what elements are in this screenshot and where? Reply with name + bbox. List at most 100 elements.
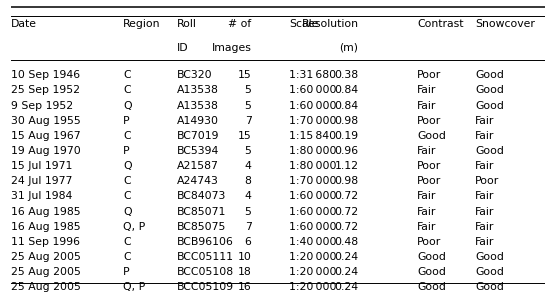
Text: Snowcover: Snowcover — [475, 19, 535, 29]
Text: P: P — [123, 116, 130, 126]
Text: 0.38: 0.38 — [334, 70, 358, 80]
Text: 5: 5 — [245, 146, 251, 156]
Text: Fair: Fair — [475, 192, 494, 201]
Text: Good: Good — [475, 252, 504, 262]
Text: 0.48: 0.48 — [334, 237, 358, 247]
Text: Fair: Fair — [475, 131, 494, 141]
Text: Fair: Fair — [475, 116, 494, 126]
Text: 1:15 840: 1:15 840 — [289, 131, 336, 141]
Text: 1:70 000: 1:70 000 — [289, 176, 337, 186]
Text: Resolution: Resolution — [301, 19, 358, 29]
Text: 31 Jul 1984: 31 Jul 1984 — [11, 192, 72, 201]
Text: A13538: A13538 — [177, 85, 219, 95]
Text: C: C — [123, 70, 131, 80]
Text: 25 Aug 2005: 25 Aug 2005 — [11, 252, 81, 262]
Text: BCC05111: BCC05111 — [177, 252, 234, 262]
Text: 0.84: 0.84 — [334, 100, 358, 110]
Text: # of: # of — [228, 19, 251, 29]
Text: Good: Good — [475, 70, 504, 80]
Text: 0.98: 0.98 — [334, 116, 358, 126]
Text: 1:60 000: 1:60 000 — [289, 85, 337, 95]
Text: Fair: Fair — [475, 207, 494, 217]
Text: BCB96106: BCB96106 — [177, 237, 234, 247]
Text: 1:70 000: 1:70 000 — [289, 116, 337, 126]
Text: Good: Good — [417, 282, 446, 292]
Text: Fair: Fair — [475, 161, 494, 171]
Text: 8: 8 — [245, 176, 251, 186]
Text: Poor: Poor — [417, 176, 441, 186]
Text: 24 Jul 1977: 24 Jul 1977 — [11, 176, 72, 186]
Text: ID: ID — [177, 43, 188, 53]
Text: 19 Aug 1970: 19 Aug 1970 — [11, 146, 81, 156]
Text: 1:60 000: 1:60 000 — [289, 192, 337, 201]
Text: BC85075: BC85075 — [177, 222, 226, 232]
Text: 25 Aug 2005: 25 Aug 2005 — [11, 267, 81, 277]
Text: 0.98: 0.98 — [334, 176, 358, 186]
Text: BC85071: BC85071 — [177, 207, 226, 217]
Text: 10 Sep 1946: 10 Sep 1946 — [11, 70, 80, 80]
Text: 1:20 000: 1:20 000 — [289, 252, 337, 262]
Text: Fair: Fair — [417, 85, 436, 95]
Text: Fair: Fair — [417, 192, 436, 201]
Text: Fair: Fair — [417, 207, 436, 217]
Text: C: C — [123, 85, 131, 95]
Text: 0.72: 0.72 — [334, 207, 358, 217]
Text: 7: 7 — [245, 116, 251, 126]
Text: Good: Good — [475, 146, 504, 156]
Text: (m): (m) — [339, 43, 358, 53]
Text: 5: 5 — [245, 100, 251, 110]
Text: P: P — [123, 146, 130, 156]
Text: 5: 5 — [245, 85, 251, 95]
Text: Good: Good — [417, 267, 446, 277]
Text: C: C — [123, 192, 131, 201]
Text: Poor: Poor — [417, 116, 441, 126]
Text: C: C — [123, 176, 131, 186]
Text: Q, P: Q, P — [123, 282, 145, 292]
Text: Good: Good — [475, 85, 504, 95]
Text: 16 Aug 1985: 16 Aug 1985 — [11, 222, 80, 232]
Text: 1:80 000: 1:80 000 — [289, 146, 337, 156]
Text: A14930: A14930 — [177, 116, 219, 126]
Text: Good: Good — [475, 100, 504, 110]
Text: Fair: Fair — [417, 146, 436, 156]
Text: 1:31 680: 1:31 680 — [289, 70, 336, 80]
Text: BCC05108: BCC05108 — [177, 267, 234, 277]
Text: Scale: Scale — [289, 19, 318, 29]
Text: Roll: Roll — [177, 19, 197, 29]
Text: 0.24: 0.24 — [334, 267, 358, 277]
Text: 1:60 000: 1:60 000 — [289, 222, 337, 232]
Text: 16: 16 — [238, 282, 251, 292]
Text: Fair: Fair — [417, 100, 436, 110]
Text: A13538: A13538 — [177, 100, 219, 110]
Text: Q, P: Q, P — [123, 222, 145, 232]
Text: BC320: BC320 — [177, 70, 212, 80]
Text: C: C — [123, 131, 131, 141]
Text: Region: Region — [123, 19, 161, 29]
Text: 1:60 000: 1:60 000 — [289, 100, 337, 110]
Text: 30 Aug 1955: 30 Aug 1955 — [11, 116, 81, 126]
Text: 25 Aug 2005: 25 Aug 2005 — [11, 282, 81, 292]
Text: 16 Aug 1985: 16 Aug 1985 — [11, 207, 80, 217]
Text: Fair: Fair — [475, 237, 494, 247]
Text: Poor: Poor — [417, 70, 441, 80]
Text: Q: Q — [123, 100, 132, 110]
Text: 15 Aug 1967: 15 Aug 1967 — [11, 131, 80, 141]
Text: BC7019: BC7019 — [177, 131, 219, 141]
Text: BC84073: BC84073 — [177, 192, 226, 201]
Text: Q: Q — [123, 207, 132, 217]
Text: Fair: Fair — [417, 222, 436, 232]
Text: 7: 7 — [245, 222, 251, 232]
Text: Poor: Poor — [417, 237, 441, 247]
Text: 1:20 000: 1:20 000 — [289, 282, 337, 292]
Text: P: P — [123, 267, 130, 277]
Text: Q: Q — [123, 161, 132, 171]
Text: 0.24: 0.24 — [334, 282, 358, 292]
Text: Date: Date — [11, 19, 37, 29]
Text: 6: 6 — [245, 237, 251, 247]
Text: 11 Sep 1996: 11 Sep 1996 — [11, 237, 80, 247]
Text: 10: 10 — [237, 252, 251, 262]
Text: 1:40 000: 1:40 000 — [289, 237, 337, 247]
Text: 4: 4 — [245, 192, 251, 201]
Text: 1:60 000: 1:60 000 — [289, 207, 337, 217]
Text: 4: 4 — [245, 161, 251, 171]
